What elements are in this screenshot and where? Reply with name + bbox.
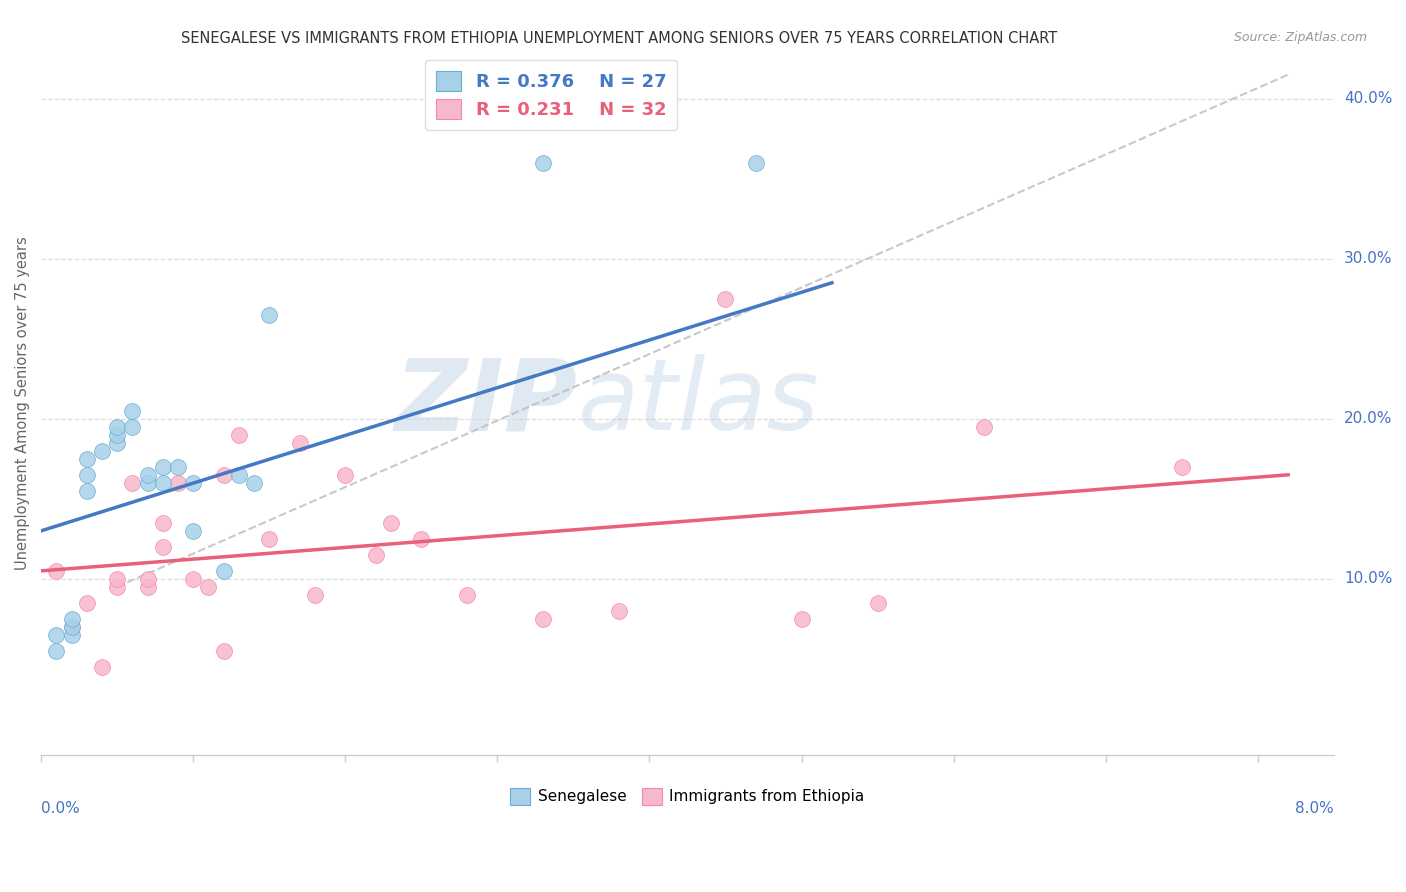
Point <box>257 308 280 322</box>
Point <box>714 292 737 306</box>
Point <box>152 516 174 530</box>
Point <box>380 516 402 530</box>
Text: 8.0%: 8.0% <box>1295 801 1334 815</box>
Point <box>60 612 83 626</box>
Point <box>121 475 143 490</box>
Point <box>45 628 67 642</box>
Point <box>181 475 204 490</box>
Point <box>105 427 128 442</box>
Point <box>121 419 143 434</box>
Point <box>136 572 159 586</box>
Point <box>212 564 235 578</box>
Point <box>60 620 83 634</box>
Point <box>212 467 235 482</box>
Text: atlas: atlas <box>578 354 820 451</box>
Point <box>197 580 219 594</box>
Point <box>60 620 83 634</box>
Text: Source: ZipAtlas.com: Source: ZipAtlas.com <box>1233 31 1367 45</box>
Point <box>76 467 98 482</box>
Point <box>136 580 159 594</box>
Point <box>105 580 128 594</box>
Point <box>121 404 143 418</box>
Point <box>228 467 250 482</box>
Point <box>364 548 387 562</box>
Point <box>152 540 174 554</box>
Point <box>243 475 266 490</box>
Point <box>136 475 159 490</box>
Text: SENEGALESE VS IMMIGRANTS FROM ETHIOPIA UNEMPLOYMENT AMONG SENIORS OVER 75 YEARS : SENEGALESE VS IMMIGRANTS FROM ETHIOPIA U… <box>180 31 1057 46</box>
Point <box>973 419 995 434</box>
Text: 10.0%: 10.0% <box>1344 572 1392 586</box>
Point <box>45 564 67 578</box>
Point <box>76 451 98 466</box>
Point <box>304 588 326 602</box>
Text: 20.0%: 20.0% <box>1344 411 1392 426</box>
Point <box>105 572 128 586</box>
Point <box>531 155 554 169</box>
Point <box>167 459 190 474</box>
Point <box>228 427 250 442</box>
Text: 0.0%: 0.0% <box>41 801 80 815</box>
Point <box>136 467 159 482</box>
Point <box>607 604 630 618</box>
Point <box>76 596 98 610</box>
Point <box>790 612 813 626</box>
Point <box>288 435 311 450</box>
Point <box>105 435 128 450</box>
Point <box>105 419 128 434</box>
Point <box>60 628 83 642</box>
Point <box>257 532 280 546</box>
Point <box>456 588 478 602</box>
Point <box>335 467 357 482</box>
Point <box>45 644 67 658</box>
Point <box>167 475 190 490</box>
Point <box>1170 459 1192 474</box>
Point <box>411 532 433 546</box>
Text: 30.0%: 30.0% <box>1344 252 1392 266</box>
Point <box>866 596 889 610</box>
Point <box>152 475 174 490</box>
Point <box>745 155 768 169</box>
Point <box>531 612 554 626</box>
Point <box>152 459 174 474</box>
Point <box>76 483 98 498</box>
Legend: Senegalese, Immigrants from Ethiopia: Senegalese, Immigrants from Ethiopia <box>505 781 870 811</box>
Point <box>91 443 114 458</box>
Text: 40.0%: 40.0% <box>1344 91 1392 106</box>
Point <box>212 644 235 658</box>
Y-axis label: Unemployment Among Seniors over 75 years: Unemployment Among Seniors over 75 years <box>15 235 30 570</box>
Point <box>181 572 204 586</box>
Point <box>91 660 114 674</box>
Text: ZIP: ZIP <box>395 354 578 451</box>
Point <box>181 524 204 538</box>
